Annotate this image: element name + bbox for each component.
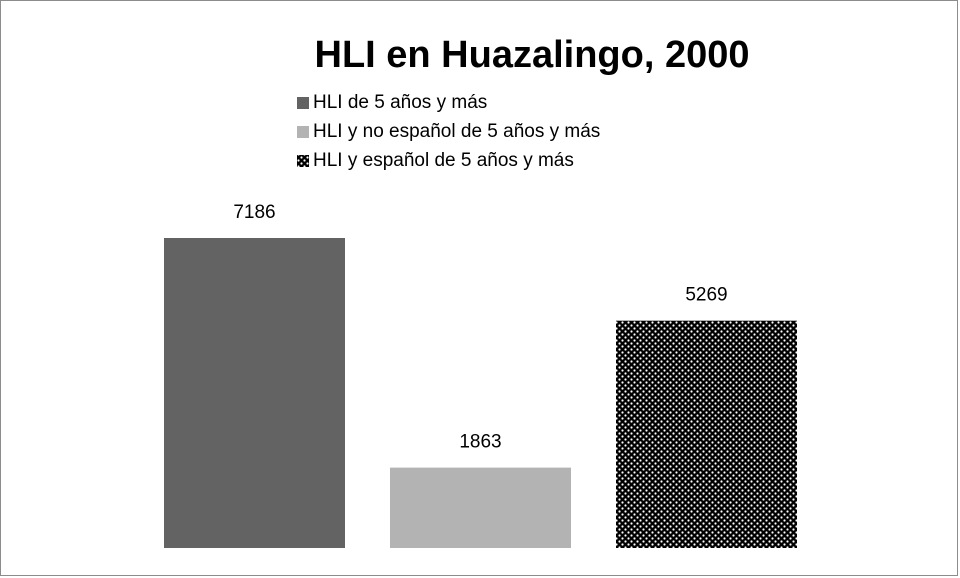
bar — [616, 320, 797, 548]
legend-swatch — [297, 126, 309, 138]
legend-swatch — [297, 97, 309, 109]
legend-label: HLI de 5 años y más — [313, 92, 487, 113]
bar — [390, 467, 571, 548]
data-label: 7186 — [233, 202, 275, 223]
data-label: 5269 — [685, 285, 727, 306]
legend-label: HLI y no español de 5 años y más — [313, 121, 600, 142]
legend-label: HLI y español de 5 años y más — [313, 150, 574, 171]
chart-title: HLI en Huazalingo, 2000 — [315, 34, 750, 76]
data-label: 1863 — [459, 432, 501, 453]
legend-swatch — [297, 155, 309, 167]
bar — [164, 238, 345, 548]
